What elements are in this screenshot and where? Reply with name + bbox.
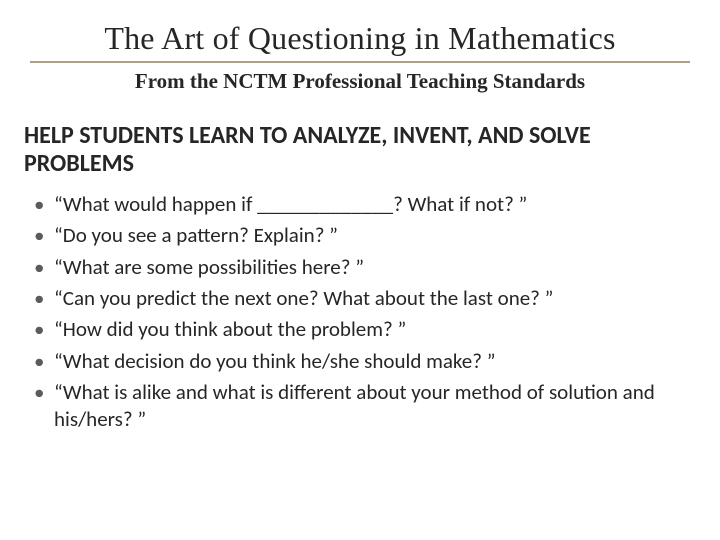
- list-item: “What would happen if _____________? Wha…: [28, 191, 686, 218]
- list-item: “Can you predict the next one? What abou…: [28, 285, 686, 312]
- list-item: “What decision do you think he/she shoul…: [28, 348, 686, 375]
- list-item: “What is alike and what is different abo…: [28, 379, 686, 434]
- slide-subtitle: From the NCTM Professional Teaching Stan…: [24, 69, 696, 94]
- bullet-list: “What would happen if _____________? Wha…: [24, 191, 696, 433]
- title-underline: [30, 61, 690, 63]
- slide-title: The Art of Questioning in Mathematics: [24, 20, 696, 57]
- section-heading: HELP STUDENTS LEARN TO ANALYZE, INVENT, …: [24, 122, 696, 177]
- list-item: “What are some possibilities here? ”: [28, 254, 686, 281]
- list-item: “Do you see a pattern? Explain? ”: [28, 222, 686, 249]
- list-item: “How did you think about the problem? ”: [28, 316, 686, 343]
